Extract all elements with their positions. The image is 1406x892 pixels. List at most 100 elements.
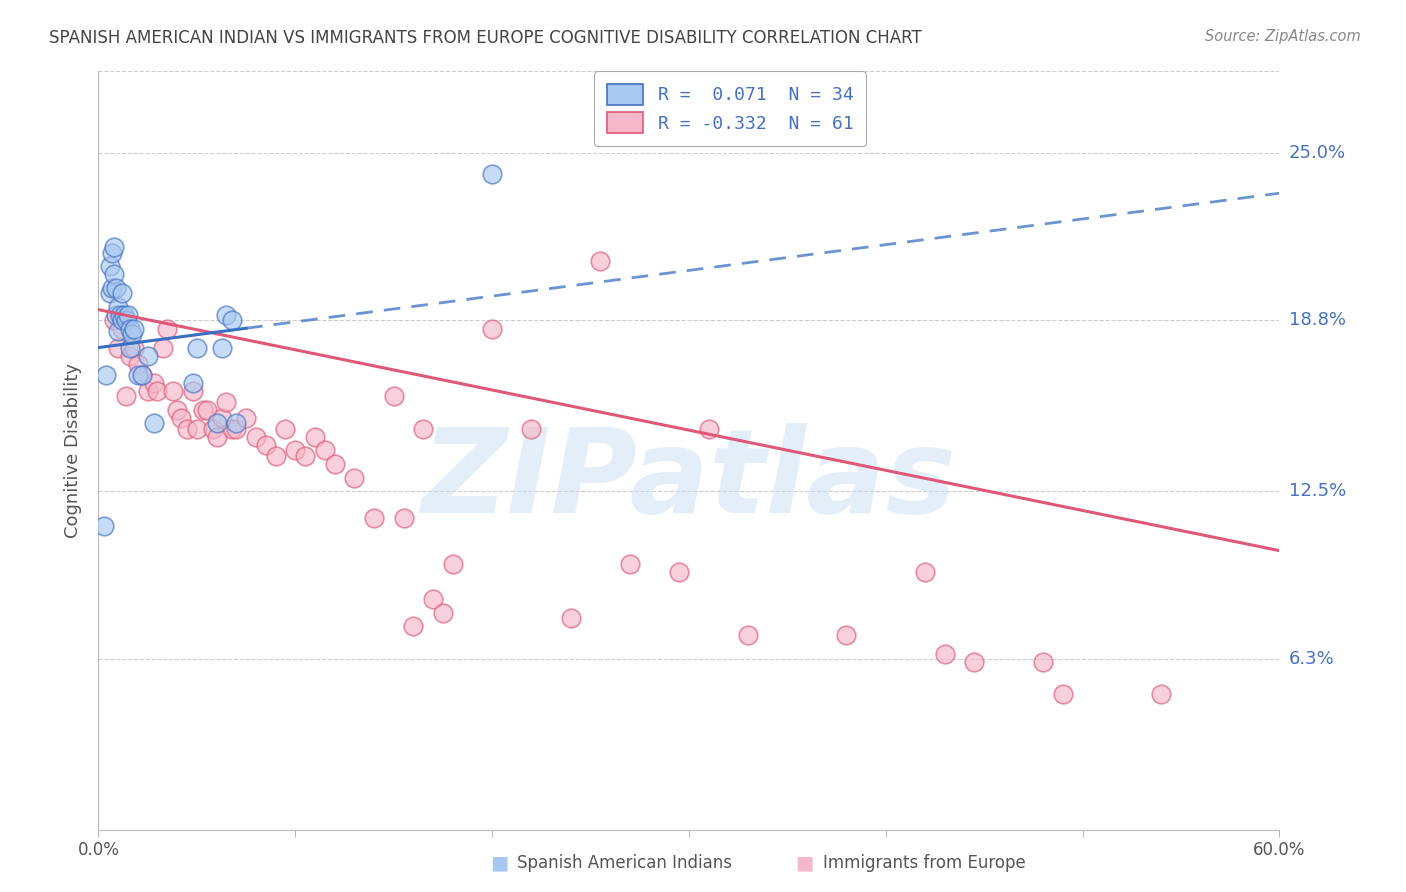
Point: [122, 341, 145, 355]
Point: [221, 313, 243, 327]
Point: [191, 402, 214, 417]
Point: [1052, 687, 1074, 701]
Point: [481, 167, 503, 181]
Point: [131, 368, 153, 382]
Point: [211, 341, 233, 355]
Point: [432, 606, 454, 620]
Text: ZIPatlas: ZIPatlas: [422, 424, 956, 538]
Point: [343, 470, 366, 484]
Point: [201, 422, 224, 436]
Text: Spanish American Indians: Spanish American Indians: [517, 855, 733, 872]
Point: [215, 308, 238, 322]
Point: [441, 557, 464, 572]
Point: [284, 443, 307, 458]
Point: [274, 422, 297, 436]
Point: [170, 411, 193, 425]
Point: [101, 245, 124, 260]
Point: [619, 557, 641, 572]
Point: [589, 254, 612, 268]
Point: [156, 321, 179, 335]
Point: [162, 384, 184, 398]
Point: [93, 519, 115, 533]
Point: [412, 422, 434, 436]
Point: [245, 430, 267, 444]
Text: ■: ■: [794, 854, 814, 872]
Point: [481, 321, 503, 335]
Point: [115, 313, 138, 327]
Point: [111, 321, 134, 335]
Text: SPANISH AMERICAN INDIAN VS IMMIGRANTS FROM EUROPE COGNITIVE DISABILITY CORRELATI: SPANISH AMERICAN INDIAN VS IMMIGRANTS FR…: [49, 29, 922, 47]
Point: [835, 627, 858, 641]
Point: [323, 457, 346, 471]
Point: [146, 384, 169, 398]
Point: [127, 368, 149, 382]
Point: [105, 308, 128, 322]
Point: [422, 592, 444, 607]
Point: [520, 422, 543, 436]
Point: [560, 611, 582, 625]
Point: [205, 417, 228, 431]
Point: [117, 308, 139, 322]
Point: [225, 422, 247, 436]
Point: [225, 417, 247, 431]
Point: [107, 300, 129, 314]
Legend: R =  0.071  N = 34, R = -0.332  N = 61: R = 0.071 N = 34, R = -0.332 N = 61: [595, 71, 866, 145]
Point: [142, 417, 165, 431]
Point: [195, 402, 218, 417]
Point: [98, 286, 121, 301]
Point: [235, 411, 257, 425]
Point: [136, 384, 159, 398]
Y-axis label: Cognitive Disability: Cognitive Disability: [63, 363, 82, 538]
Point: [221, 422, 243, 436]
Point: [181, 376, 204, 390]
Point: [176, 422, 198, 436]
Point: [118, 349, 141, 363]
Text: 6.3%: 6.3%: [1289, 650, 1334, 668]
Point: [914, 566, 936, 580]
Point: [254, 438, 277, 452]
Point: [142, 376, 165, 390]
Point: [737, 627, 759, 641]
Point: [131, 368, 153, 382]
Point: [152, 341, 174, 355]
Point: [314, 443, 336, 458]
Point: [103, 240, 125, 254]
Point: [205, 430, 228, 444]
Point: [136, 349, 159, 363]
Text: Immigrants from Europe: Immigrants from Europe: [823, 855, 1025, 872]
Point: [111, 313, 134, 327]
Point: [363, 511, 385, 525]
Point: [166, 402, 188, 417]
Point: [186, 341, 208, 355]
Point: [103, 313, 125, 327]
Point: [181, 384, 204, 398]
Point: [392, 511, 415, 525]
Text: 12.5%: 12.5%: [1289, 482, 1346, 500]
Point: [105, 281, 128, 295]
Point: [1150, 687, 1173, 701]
Point: [1032, 655, 1054, 669]
Point: [382, 389, 405, 403]
Point: [121, 326, 143, 341]
Text: 25.0%: 25.0%: [1289, 144, 1346, 161]
Point: [668, 566, 690, 580]
Point: [264, 449, 287, 463]
Point: [101, 281, 124, 295]
Point: [127, 357, 149, 371]
Point: [697, 422, 720, 436]
Text: ■: ■: [489, 854, 509, 872]
Point: [112, 308, 135, 322]
Point: [108, 308, 131, 322]
Point: [294, 449, 316, 463]
Point: [304, 430, 326, 444]
Text: Source: ZipAtlas.com: Source: ZipAtlas.com: [1205, 29, 1361, 45]
Point: [98, 260, 121, 274]
Point: [118, 341, 141, 355]
Point: [96, 368, 118, 382]
Point: [115, 389, 138, 403]
Point: [107, 341, 129, 355]
Point: [111, 286, 134, 301]
Point: [107, 324, 129, 338]
Point: [122, 321, 145, 335]
Text: 18.8%: 18.8%: [1289, 311, 1346, 329]
